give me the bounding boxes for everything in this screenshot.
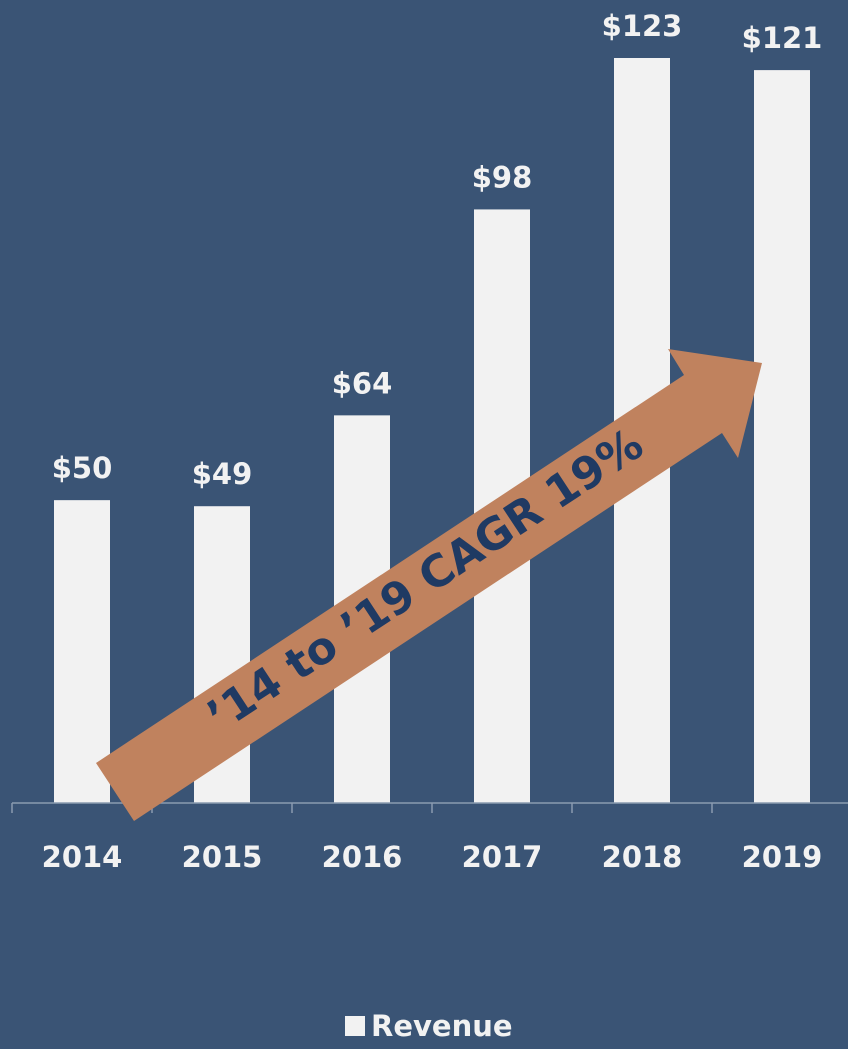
- x-tick-label-2019: 2019: [742, 840, 823, 874]
- x-tick-label-2016: 2016: [322, 840, 403, 874]
- value-label-2014: $50: [52, 451, 113, 485]
- x-tick-label-2014: 2014: [42, 840, 123, 874]
- legend: Revenue: [345, 1009, 513, 1043]
- legend-swatch-revenue: [345, 1016, 365, 1036]
- value-label-2017: $98: [472, 160, 533, 194]
- value-label-2018: $123: [602, 9, 683, 43]
- x-tick-label-2017: 2017: [462, 840, 543, 874]
- x-tick-label-2015: 2015: [182, 840, 263, 874]
- cagr-annotation: ’14 to ’19 CAGR 19%: [198, 419, 652, 742]
- bar-2019: [754, 70, 810, 803]
- cagr-arrow-shape: [96, 349, 762, 821]
- value-label-2019: $121: [742, 21, 823, 55]
- x-axis: 2014 2015 2016 2017 2018 2019: [11, 802, 848, 874]
- bar-2014: [54, 500, 110, 803]
- legend-label-revenue: Revenue: [371, 1009, 513, 1043]
- x-tick-label-2018: 2018: [602, 840, 683, 874]
- value-label-2016: $64: [332, 366, 393, 400]
- value-label-2015: $49: [192, 457, 253, 491]
